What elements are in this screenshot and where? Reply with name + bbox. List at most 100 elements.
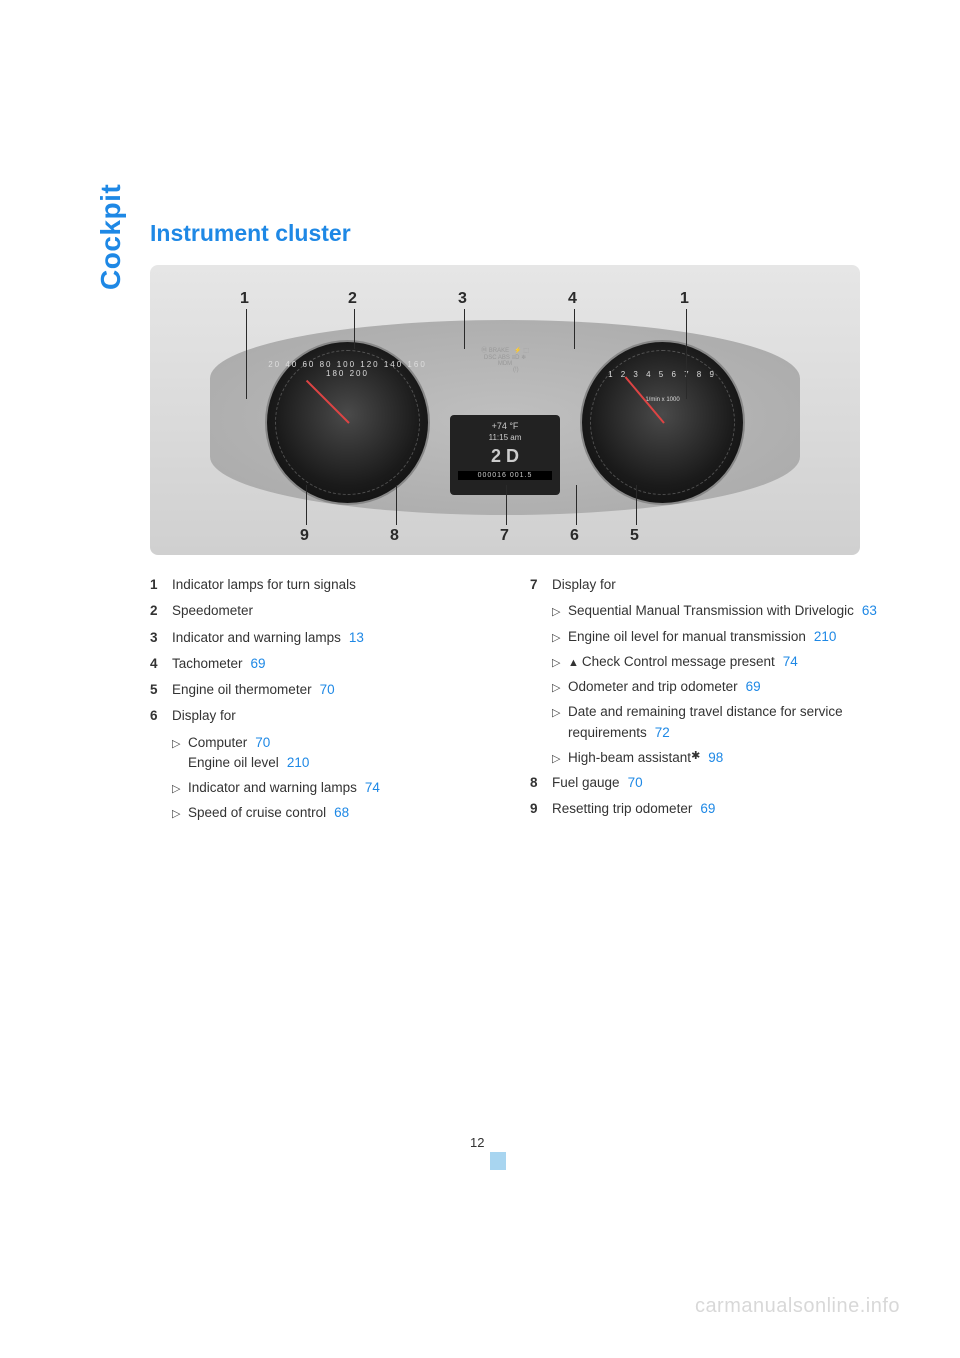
triangle-marker-icon: ▷ (172, 781, 188, 798)
callout-9: 9 (300, 527, 309, 545)
legend-item: 6Display for (150, 706, 500, 726)
page-reference[interactable]: 98 (708, 750, 723, 765)
legend-number: 2 (150, 601, 172, 621)
legend-item: 4Tachometer69 (150, 654, 500, 674)
legend-subitem: ▷Sequential Manual Transmission with Dri… (552, 601, 880, 621)
legend-item: 3Indicator and warning lamps13 (150, 628, 500, 648)
callout-5: 5 (630, 527, 639, 545)
triangle-marker-icon: ▷ (172, 736, 188, 753)
legend-subitem: ▷Speed of cruise control68 (172, 803, 500, 823)
triangle-marker-icon: ▷ (552, 705, 568, 722)
main-content: Instrument cluster 20 40 60 80 100 120 1… (150, 220, 880, 829)
callout-1-top-right: 1 (680, 290, 689, 308)
asterisk-icon: ✱ (691, 748, 700, 765)
callout-8: 8 (390, 527, 399, 545)
page-reference[interactable]: 74 (365, 780, 380, 795)
page-reference[interactable]: 69 (746, 679, 761, 694)
legend-subtext: Indicator and warning lamps74 (188, 778, 500, 798)
legend-text: Resetting trip odometer69 (552, 799, 880, 819)
legend-item: 2Speedometer (150, 601, 500, 621)
legend-text: Speedometer (172, 601, 500, 621)
legend-subitem: ▷Indicator and warning lamps74 (172, 778, 500, 798)
legend-text: Fuel gauge70 (552, 773, 880, 793)
page-reference[interactable]: 13 (349, 630, 364, 645)
legend-number: 9 (530, 799, 552, 819)
triangle-marker-icon: ▷ (552, 630, 568, 647)
tacho-scale: 1 2 3 4 5 6 7 8 9 (582, 370, 743, 379)
legend-number: 7 (530, 575, 552, 595)
legend-sublist: ▷Sequential Manual Transmission with Dri… (530, 601, 880, 768)
triangle-marker-icon: ▷ (552, 751, 568, 768)
legend-text: Indicator lamps for turn signals (172, 575, 500, 595)
page-reference[interactable]: 210 (287, 755, 310, 770)
callout-7: 7 (500, 527, 509, 545)
legend-text: Tachometer69 (172, 654, 500, 674)
lcd-odometer: 000016 001.5 (458, 471, 552, 480)
triangle-marker-icon: ▷ (172, 806, 188, 823)
legend-item: 9Resetting trip odometer69 (530, 799, 880, 819)
triangle-marker-icon: ▷ (552, 680, 568, 697)
page-marker (490, 1152, 506, 1170)
legend-subtext: Sequential Manual Transmission with Driv… (568, 601, 880, 621)
page-reference[interactable]: 72 (655, 725, 670, 740)
center-display: +74 °F 11:15 am 2 D 000016 001.5 (450, 415, 560, 495)
legend-subtext: High-beam assistant✱98 (568, 748, 880, 768)
legend-text: Display for (552, 575, 880, 595)
instrument-cluster-figure: 20 40 60 80 100 120 140 160 180 200 1 2 … (150, 265, 860, 555)
legend-subtext: Computer70Engine oil level210 (188, 733, 500, 774)
callout-4: 4 (568, 290, 577, 308)
page-reference[interactable]: 70 (255, 735, 270, 750)
legend-subtext: ▲Check Control message present74 (568, 652, 880, 672)
legend-subitem: ▷Date and remaining travel distance for … (552, 702, 880, 743)
legend-number: 6 (150, 706, 172, 726)
legend-subitem: ▷Odometer and trip odometer69 (552, 677, 880, 697)
lcd-gear: 2 D (450, 446, 560, 467)
legend-sublist: ▷Computer70Engine oil level210▷Indicator… (150, 733, 500, 824)
callout-3: 3 (458, 290, 467, 308)
speedo-scale: 20 40 60 80 100 120 140 160 180 200 (267, 360, 428, 378)
legend: 1Indicator lamps for turn signals2Speedo… (150, 575, 880, 829)
callout-1-top-left: 1 (240, 290, 249, 308)
callout-6: 6 (570, 527, 579, 545)
page-reference[interactable]: 70 (628, 775, 643, 790)
tachometer-gauge: 1 2 3 4 5 6 7 8 9 1/min x 1000 (580, 340, 745, 505)
triangle-marker-icon: ▷ (552, 604, 568, 621)
legend-number: 1 (150, 575, 172, 595)
speedometer-gauge: 20 40 60 80 100 120 140 160 180 200 (265, 340, 430, 505)
page-reference[interactable]: 63 (862, 603, 877, 618)
legend-subtext: Engine oil level for manual transmission… (568, 627, 880, 647)
page-reference[interactable]: 69 (251, 656, 266, 671)
legend-number: 3 (150, 628, 172, 648)
legend-left-column: 1Indicator lamps for turn signals2Speedo… (150, 575, 500, 829)
callout-2: 2 (348, 290, 357, 308)
legend-subitem: ▷Computer70Engine oil level210 (172, 733, 500, 774)
page-reference[interactable]: 70 (320, 682, 335, 697)
legend-item: 8Fuel gauge70 (530, 773, 880, 793)
warning-lamp-strip: Ⓜ BRAKE ⚡ ⬚ DSC ABS ≡D ❄MDM (!) (435, 345, 575, 395)
legend-subitem: ▷▲Check Control message present74 (552, 652, 880, 672)
legend-subitem: ▷High-beam assistant✱98 (552, 748, 880, 768)
legend-text: Indicator and warning lamps13 (172, 628, 500, 648)
legend-item: 7Display for (530, 575, 880, 595)
legend-item: 1Indicator lamps for turn signals (150, 575, 500, 595)
legend-number: 5 (150, 680, 172, 700)
page-reference[interactable]: 69 (700, 801, 715, 816)
page-reference[interactable]: 68 (334, 805, 349, 820)
legend-right-column: 7Display for▷Sequential Manual Transmiss… (530, 575, 880, 829)
lcd-time: 11:15 am (450, 433, 560, 442)
page-reference[interactable]: 74 (783, 654, 798, 669)
warning-triangle-icon: ▲ (568, 655, 579, 672)
section-label: Cockpit (95, 184, 127, 290)
legend-number: 8 (530, 773, 552, 793)
legend-subtext: Odometer and trip odometer69 (568, 677, 880, 697)
page-reference[interactable]: 210 (814, 629, 837, 644)
tacho-label: 1/min x 1000 (582, 397, 743, 403)
footer-watermark: carmanualsonline.info (695, 1295, 900, 1318)
lcd-temp: +74 °F (450, 421, 560, 431)
legend-text: Display for (172, 706, 500, 726)
legend-subtext: Date and remaining travel distance for s… (568, 702, 880, 743)
legend-subtext: Speed of cruise control68 (188, 803, 500, 823)
page-number: 12 (470, 1135, 484, 1150)
legend-text: Engine oil thermometer70 (172, 680, 500, 700)
legend-item: 5Engine oil thermometer70 (150, 680, 500, 700)
